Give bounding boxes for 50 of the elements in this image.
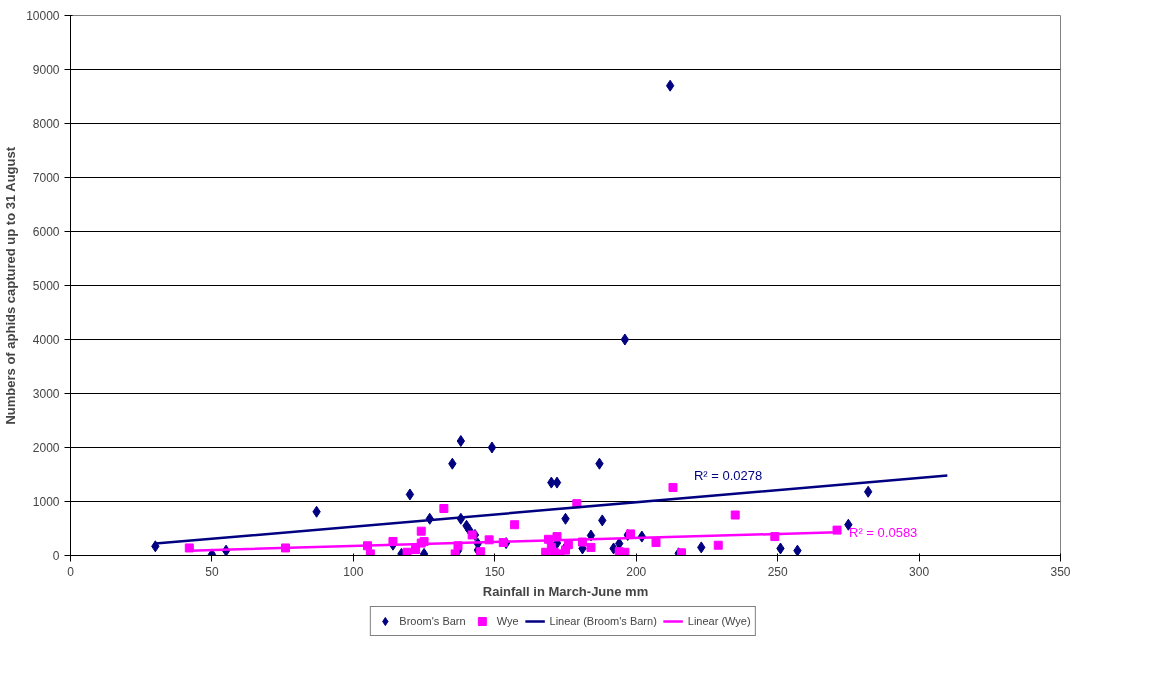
point xyxy=(668,482,678,492)
annotation: R² = 0.0583 xyxy=(849,524,918,540)
point xyxy=(620,333,630,346)
point xyxy=(487,441,497,454)
x-tick-label: 200 xyxy=(626,564,647,579)
y-tick-label: 10000 xyxy=(26,9,60,23)
x-tick-label: 50 xyxy=(205,564,219,579)
x-tick-label: 150 xyxy=(484,564,506,579)
point xyxy=(476,547,486,556)
y-tick-label: 0 xyxy=(52,549,60,563)
y-tick-label: 8000 xyxy=(32,117,60,131)
point xyxy=(416,526,426,536)
point xyxy=(402,547,412,556)
point xyxy=(280,543,290,553)
legend-label: Broom's Barn xyxy=(399,615,466,627)
x-tick-label: 300 xyxy=(909,564,930,579)
point xyxy=(184,543,194,553)
y-axis-title: Numbers of aphids captured up to 31 August xyxy=(3,146,19,425)
point xyxy=(832,525,842,535)
x-tick-label: 350 xyxy=(1050,564,1071,579)
point xyxy=(456,435,466,448)
point xyxy=(730,510,740,520)
x-tick-label: 250 xyxy=(767,564,788,579)
x-tick-label: 0 xyxy=(67,564,75,579)
point xyxy=(793,544,802,556)
y-tick-label: 2000 xyxy=(32,441,60,455)
point xyxy=(439,504,449,514)
y-tick-label: 3000 xyxy=(32,387,60,401)
point xyxy=(713,540,723,550)
point xyxy=(586,542,596,552)
point xyxy=(651,538,661,548)
y-tick-label: 5000 xyxy=(32,279,60,293)
legend-label: Linear (Broom's Barn) xyxy=(549,615,657,627)
y-tick-label: 1000 xyxy=(32,495,60,509)
legend-label: Wye xyxy=(496,615,519,627)
point xyxy=(563,540,573,550)
point xyxy=(510,520,520,530)
point xyxy=(863,485,873,498)
y-tick-label: 4000 xyxy=(32,333,60,347)
point xyxy=(665,79,675,92)
y-tick-label: 7000 xyxy=(32,171,60,185)
x-axis-title: Rainfall in March-June mm xyxy=(482,583,649,599)
legend-label: Linear (Wye) xyxy=(687,615,751,627)
annotation: R² = 0.0278 xyxy=(693,468,763,484)
x-tick-label: 100 xyxy=(343,564,364,579)
y-tick-label: 9000 xyxy=(32,63,60,77)
point xyxy=(365,549,375,556)
point xyxy=(620,547,630,556)
point xyxy=(405,488,415,501)
y-tick-label: 6000 xyxy=(32,225,60,239)
